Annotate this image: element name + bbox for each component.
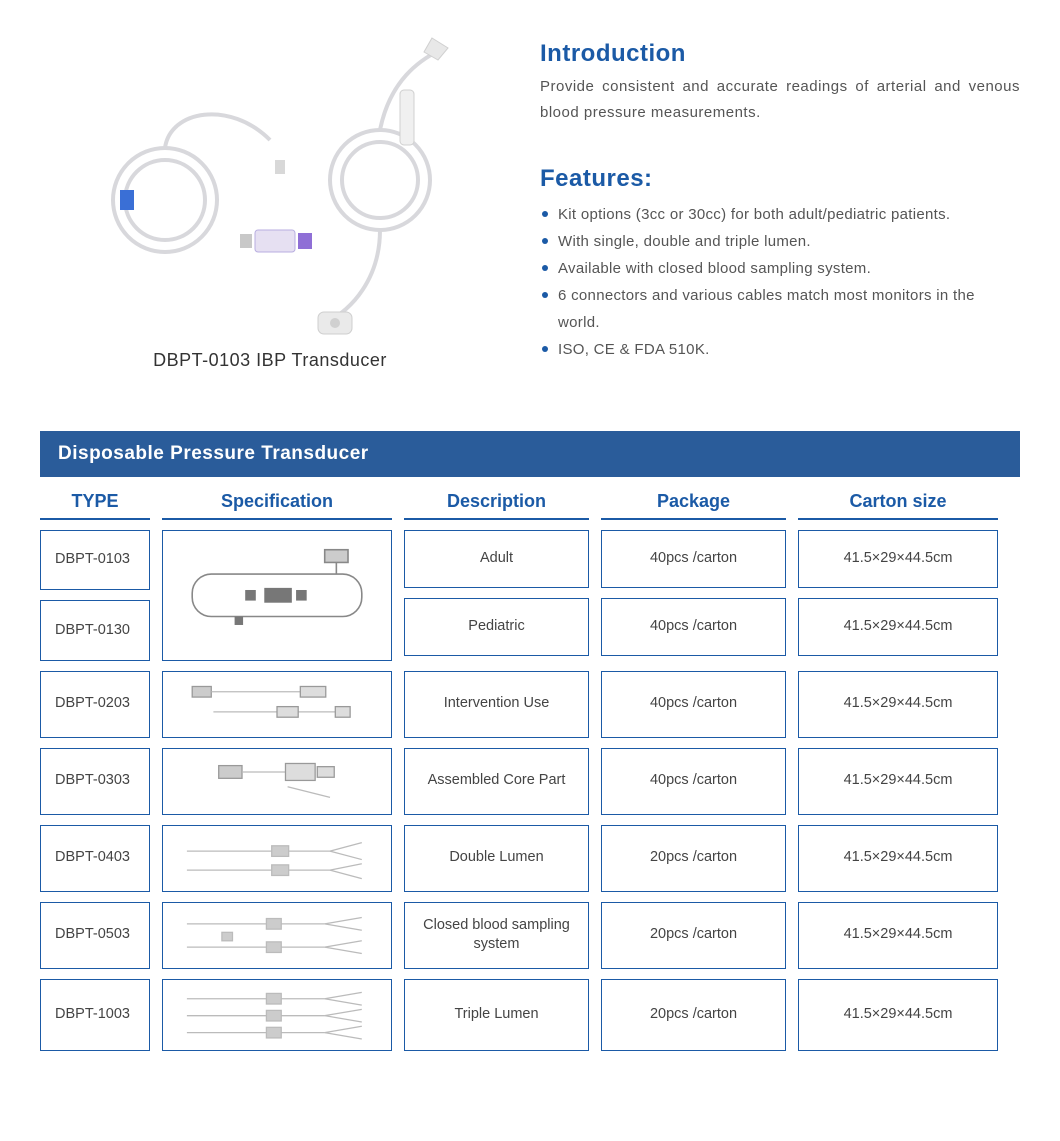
cell-type: DBPT-1003 [40, 979, 150, 1051]
cell-spec [162, 748, 392, 815]
cell-pack: 40pcs /carton [601, 530, 786, 588]
product-caption: DBPT-0103 IBP Transducer [153, 350, 387, 371]
table-row: DBPT-0203 Intervention Use 40pcs /carton… [40, 671, 1020, 738]
col-desc: Description [404, 485, 589, 520]
cell-spec [162, 902, 392, 969]
cell-desc: Adult [404, 530, 589, 588]
cell-pack: 40pcs /carton [601, 748, 786, 815]
intro-body: Provide consistent and accurate readings… [540, 74, 1020, 125]
table-row: DBPT-0503 Closed blood sampling system 2… [40, 902, 1020, 969]
cell-desc: Assembled Core Part [404, 748, 589, 815]
cell-type: DBPT-0303 [40, 748, 150, 815]
cell-type: DBPT-0130 [40, 600, 150, 660]
feature-item: 6 connectors and various cables match mo… [540, 282, 1020, 336]
table-row: DBPT-0303 Assembled Core Part 40pcs /car… [40, 748, 1020, 815]
features-list: Kit options (3cc or 30cc) for both adult… [540, 201, 1020, 363]
cell-size: 41.5×29×44.5cm [798, 825, 998, 892]
cell-desc: Closed blood sampling system [404, 902, 589, 969]
col-pack: Package [601, 485, 786, 520]
cell-spec [162, 979, 392, 1051]
cell-spec [162, 825, 392, 892]
cell-pack: 20pcs /carton [601, 979, 786, 1051]
feature-item: With single, double and triple lumen. [540, 228, 1020, 255]
cell-size: 41.5×29×44.5cm [798, 598, 998, 656]
table-title-bar: Disposable Pressure Transducer [40, 431, 1020, 477]
column-headers: TYPE Specification Description Package C… [40, 485, 1020, 520]
col-type: TYPE [40, 485, 150, 520]
cell-pack: 40pcs /carton [601, 671, 786, 738]
cell-type: DBPT-0503 [40, 902, 150, 969]
cell-desc: Triple Lumen [404, 979, 589, 1051]
cell-pack: 20pcs /carton [601, 825, 786, 892]
cell-desc: Pediatric [404, 598, 589, 656]
cell-pack: 40pcs /carton [601, 598, 786, 656]
table-row-group: DBPT-0103 DBPT-0130 Adult [40, 530, 1020, 661]
features-title: Features: [540, 165, 1020, 193]
cell-spec [162, 530, 392, 661]
product-image [80, 30, 460, 340]
product-panel: DBPT-0103 IBP Transducer [40, 30, 500, 371]
col-size: Carton size [798, 485, 998, 520]
feature-item: Available with closed blood sampling sys… [540, 255, 1020, 282]
intro-title: Introduction [540, 40, 1020, 68]
cell-size: 41.5×29×44.5cm [798, 902, 998, 969]
cell-size: 41.5×29×44.5cm [798, 671, 998, 738]
cell-desc: Double Lumen [404, 825, 589, 892]
cell-pack: 20pcs /carton [601, 902, 786, 969]
cell-size: 41.5×29×44.5cm [798, 748, 998, 815]
cell-size: 41.5×29×44.5cm [798, 530, 998, 588]
spec-table: DBPT-0103 DBPT-0130 Adult [40, 530, 1020, 1051]
col-spec: Specification [162, 485, 392, 520]
table-row: DBPT-0403 Double Lumen 20pcs /carton 41.… [40, 825, 1020, 892]
cell-spec [162, 671, 392, 738]
cell-type: DBPT-0203 [40, 671, 150, 738]
cell-type: DBPT-0103 [40, 530, 150, 590]
table-row: DBPT-1003 Triple Lumen 20pcs /carton 41.… [40, 979, 1020, 1051]
feature-item: Kit options (3cc or 30cc) for both adult… [540, 201, 1020, 228]
text-panel: Introduction Provide consistent and accu… [540, 30, 1020, 371]
cell-size: 41.5×29×44.5cm [798, 979, 998, 1051]
cell-desc: Intervention Use [404, 671, 589, 738]
top-section: DBPT-0103 IBP Transducer Introduction Pr… [40, 30, 1020, 371]
cell-type: DBPT-0403 [40, 825, 150, 892]
feature-item: ISO, CE & FDA 510K. [540, 336, 1020, 363]
